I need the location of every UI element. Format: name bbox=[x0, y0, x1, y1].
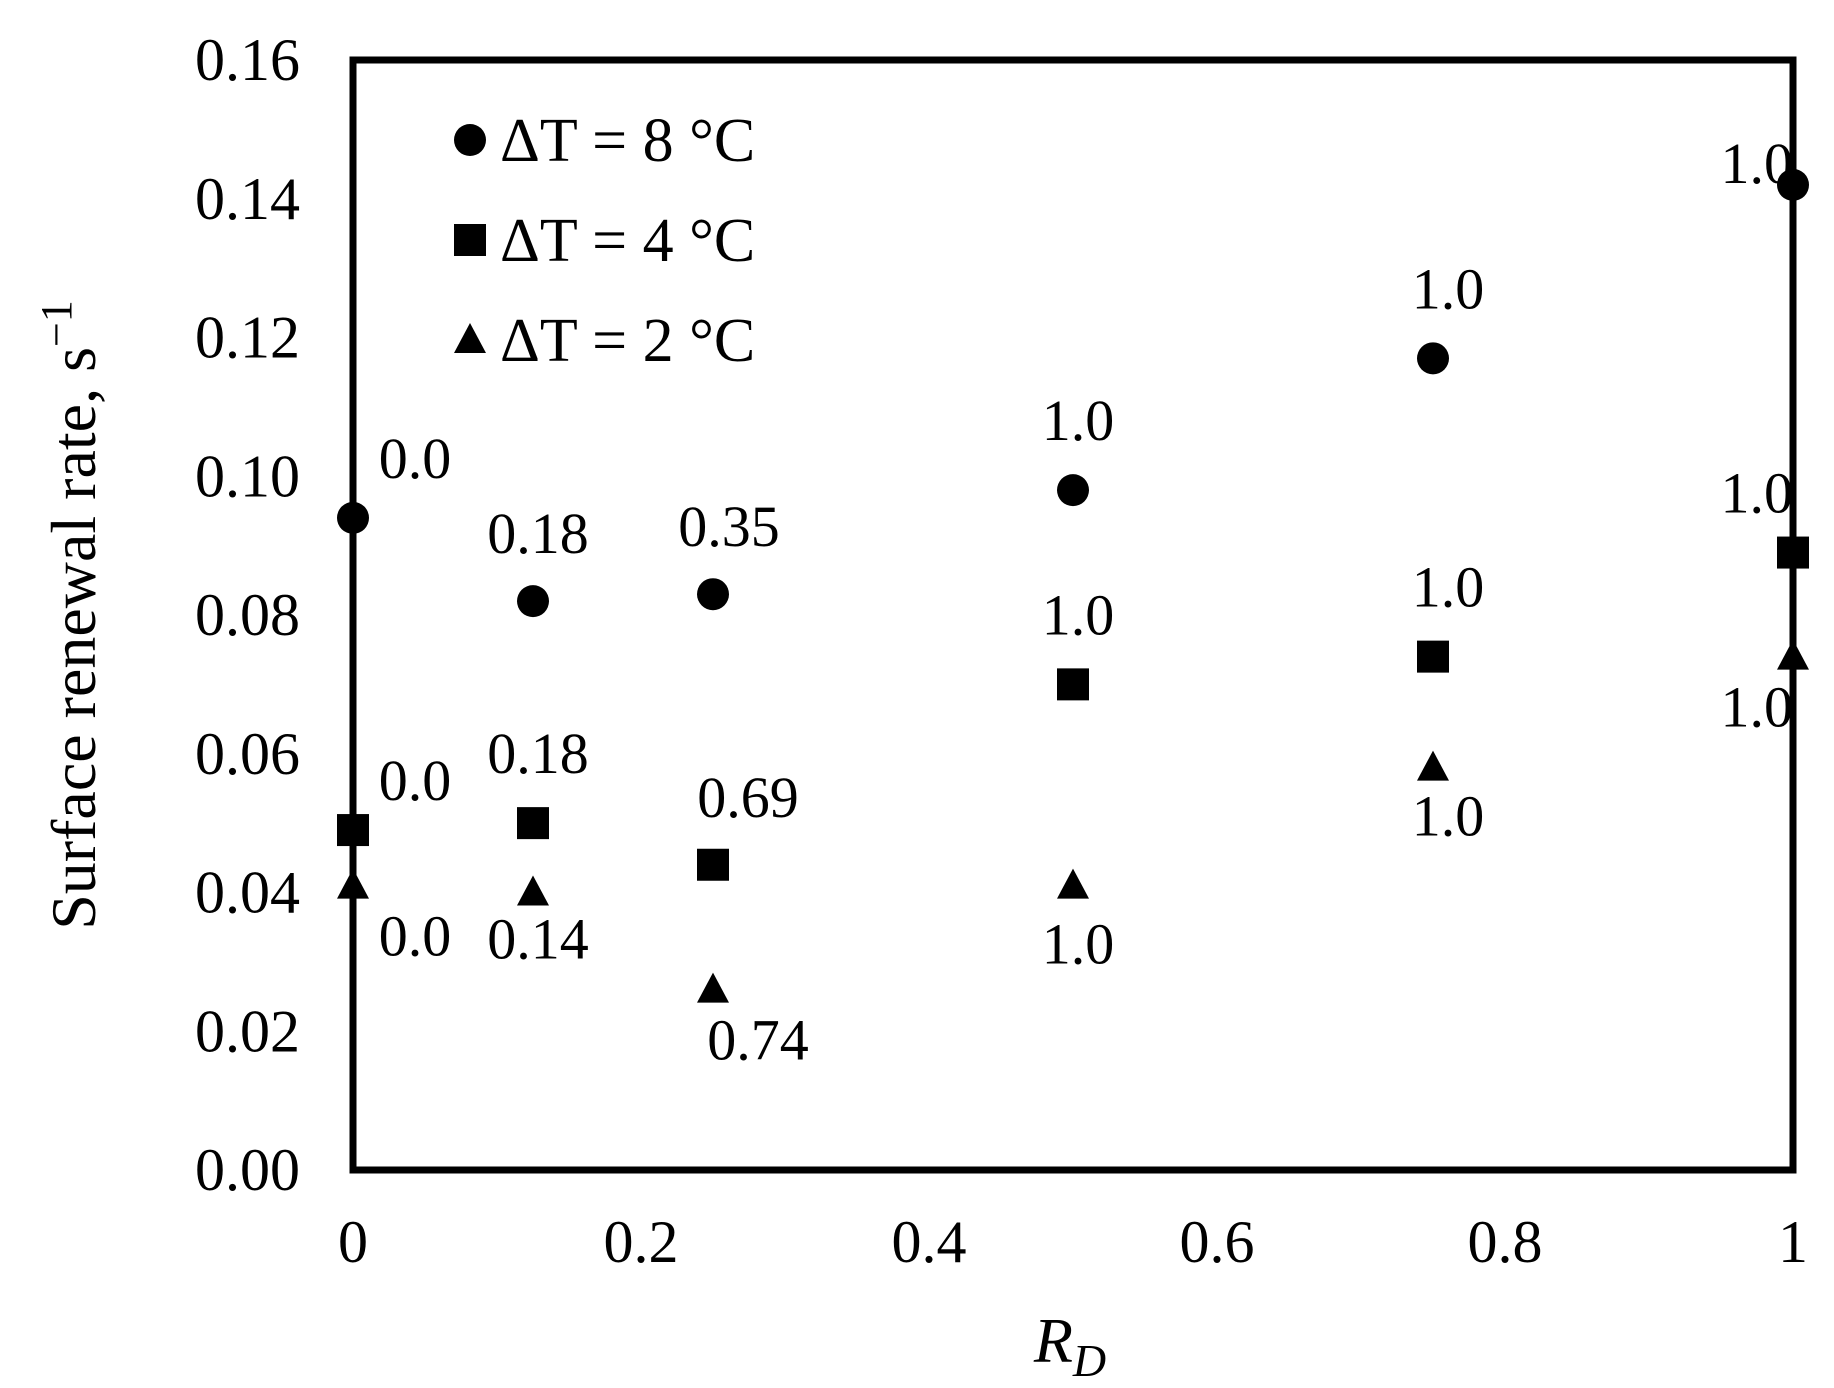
x-tick-label: 0.8 bbox=[1468, 1209, 1543, 1275]
data-labels: 0.0 0.18 0.35 1.0 1.0 1.0 0.0 0.18 0.69 1.0 1.0 1.0… bbox=[379, 131, 1793, 1073]
data-point-square bbox=[1057, 668, 1089, 701]
y-tick-label: 0.00 bbox=[195, 1137, 300, 1203]
data-point-triangle bbox=[697, 972, 729, 1003]
legend-marker-triangle bbox=[454, 323, 486, 353]
data-label: 0.69 bbox=[697, 765, 799, 830]
x-tick-label: 0.2 bbox=[604, 1209, 679, 1275]
data-label: 0.0 bbox=[379, 904, 452, 969]
x-axis-title-subscript: D bbox=[1072, 1335, 1106, 1386]
y-tick-label: 0.12 bbox=[195, 305, 300, 371]
y-tick-label: 0.10 bbox=[195, 443, 300, 509]
x-axis-title-main: R bbox=[1033, 1305, 1073, 1376]
data-point-triangle bbox=[337, 868, 369, 899]
data-label: 1.0 bbox=[1412, 555, 1485, 620]
legend-label: ΔT = 4 °C bbox=[500, 207, 755, 275]
data-point-square bbox=[1777, 536, 1809, 569]
data-label: 0.74 bbox=[707, 1008, 809, 1073]
data-label: 0.18 bbox=[487, 501, 589, 566]
x-axis-title: RD bbox=[1033, 1305, 1106, 1386]
data-point-triangle bbox=[1777, 639, 1809, 670]
data-label: 0.0 bbox=[379, 426, 452, 491]
data-point-circle bbox=[1777, 168, 1809, 201]
data-label: 1.0 bbox=[1042, 388, 1115, 453]
x-tick-label: 0.6 bbox=[1180, 1209, 1255, 1275]
y-tick-label: 0.14 bbox=[195, 166, 300, 232]
data-point-circle bbox=[337, 501, 369, 534]
y-tick-label: 0.08 bbox=[195, 582, 300, 648]
data-label: 1.0 bbox=[1721, 675, 1794, 740]
legend-label: ΔT = 2 °C bbox=[500, 307, 755, 375]
data-label: 0.0 bbox=[379, 748, 452, 813]
y-axis-title: Surface renewal rate, s−1 bbox=[32, 300, 109, 930]
data-label: 1.0 bbox=[1412, 784, 1485, 849]
plot-frame bbox=[349, 56, 1797, 1174]
legend-marker-square bbox=[454, 224, 486, 256]
x-tick-labels: 0 0.2 0.4 0.6 0.8 1 bbox=[338, 1209, 1808, 1275]
x-tick-label: 0.4 bbox=[892, 1209, 967, 1275]
data-point-triangle bbox=[1417, 750, 1449, 781]
legend-label: ΔT = 8 °C bbox=[500, 107, 755, 175]
legend-item: ΔT = 2 °C bbox=[454, 307, 755, 375]
data-label: 1.0 bbox=[1721, 131, 1794, 196]
data-point-square bbox=[697, 848, 729, 881]
legend-item: ΔT = 4 °C bbox=[454, 207, 755, 275]
data-point-square bbox=[517, 807, 549, 840]
y-tick-label: 0.06 bbox=[195, 721, 300, 787]
y-tick-label: 0.02 bbox=[195, 998, 300, 1064]
legend-marker-circle bbox=[454, 124, 486, 156]
data-point-square bbox=[337, 814, 369, 847]
data-point-circle bbox=[1057, 474, 1089, 507]
data-label: 0.18 bbox=[487, 721, 589, 786]
data-points bbox=[337, 168, 1809, 1003]
data-point-circle bbox=[517, 585, 549, 618]
data-label: 0.14 bbox=[487, 907, 589, 972]
data-point-triangle bbox=[517, 875, 549, 906]
data-label: 1.0 bbox=[1042, 582, 1115, 647]
data-point-circle bbox=[697, 578, 729, 611]
y-axis-title-superscript: −1 bbox=[32, 300, 81, 347]
data-label: 1.0 bbox=[1721, 461, 1794, 526]
legend: ΔT = 8 °C ΔT = 4 °C ΔT = 2 °C bbox=[454, 107, 755, 375]
y-tick-label: 0.04 bbox=[195, 860, 300, 926]
data-point-square bbox=[1417, 640, 1449, 673]
y-axis-title-text: Surface renewal rate, s bbox=[38, 347, 109, 930]
data-label: 0.35 bbox=[678, 494, 780, 559]
x-tick-label: 1 bbox=[1778, 1209, 1808, 1275]
y-tick-labels: 0.00 0.02 0.04 0.06 0.08 0.10 0.12 0.14 0.16 bbox=[195, 27, 300, 1203]
data-point-triangle bbox=[1057, 868, 1089, 899]
data-point-circle bbox=[1417, 342, 1449, 375]
x-tick-label: 0 bbox=[338, 1209, 368, 1275]
data-label: 1.0 bbox=[1042, 912, 1115, 977]
y-tick-label: 0.16 bbox=[195, 27, 300, 93]
data-label: 1.0 bbox=[1412, 256, 1485, 321]
legend-item: ΔT = 8 °C bbox=[454, 107, 755, 175]
